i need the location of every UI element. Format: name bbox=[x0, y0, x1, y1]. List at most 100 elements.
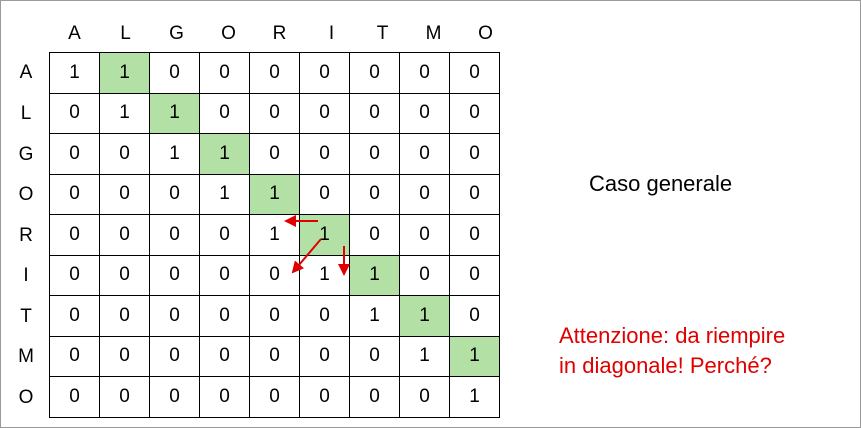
matrix-cell: 0 bbox=[449, 133, 500, 175]
matrix-row: 0 0 0 0 0 0 0 0 1 bbox=[49, 376, 500, 418]
matrix-cell: 0 bbox=[349, 133, 400, 175]
row-label: O bbox=[18, 387, 34, 408]
column-label: L bbox=[120, 23, 131, 44]
matrix-cell: 0 bbox=[449, 295, 500, 337]
matrix-cell: 0 bbox=[199, 376, 250, 418]
matrix-cell: 1 bbox=[99, 92, 150, 134]
matrix-cell: 1 bbox=[299, 254, 350, 296]
column-label: A bbox=[68, 23, 81, 44]
matrix-cell: 0 bbox=[349, 335, 400, 377]
matrix-cell-highlighted: 1 bbox=[399, 295, 450, 337]
matrix-cell: 0 bbox=[49, 214, 100, 256]
matrix-cell: 0 bbox=[249, 376, 300, 418]
note: Attenzione: da riempire in diagonale! Pe… bbox=[559, 321, 785, 381]
row-label: I bbox=[23, 265, 29, 286]
matrix-cell: 0 bbox=[99, 254, 150, 296]
matrix-row: 0 0 0 0 0 1 1 0 0 bbox=[49, 254, 500, 296]
matrix-cell: 0 bbox=[199, 295, 250, 337]
matrix-cell-highlighted: 1 bbox=[199, 133, 250, 175]
note-line: Attenzione: da riempire bbox=[559, 323, 786, 348]
matrix-row: 0 0 0 1 1 0 0 0 0 bbox=[49, 173, 500, 215]
column-label: G bbox=[169, 23, 184, 44]
matrix-row: 0 0 0 0 1 1 0 0 0 bbox=[49, 214, 500, 256]
matrix-row: 0 1 1 0 0 0 0 0 0 bbox=[49, 92, 500, 134]
matrix-cell: 0 bbox=[449, 214, 500, 256]
matrix-cell: 0 bbox=[349, 173, 400, 215]
matrix-cell: 0 bbox=[299, 92, 350, 134]
matrix-cell: 1 bbox=[49, 52, 100, 94]
caption: Caso generale bbox=[589, 171, 733, 196]
matrix-cell: 0 bbox=[399, 133, 450, 175]
matrix-cell: 0 bbox=[399, 254, 450, 296]
matrix-cell: 1 bbox=[349, 295, 400, 337]
matrix-cell-highlighted: 1 bbox=[99, 52, 150, 94]
matrix-cell: 0 bbox=[249, 52, 300, 94]
matrix-cell-highlighted: 1 bbox=[349, 254, 400, 296]
matrix-cell: 0 bbox=[99, 376, 150, 418]
matrix-cell: 0 bbox=[449, 173, 500, 215]
matrix-cell-highlighted: 1 bbox=[299, 214, 350, 256]
matrix-cell: 0 bbox=[49, 92, 100, 134]
row-label: O bbox=[18, 184, 34, 205]
matrix-cell: 0 bbox=[149, 335, 200, 377]
matrix-cell: 0 bbox=[349, 92, 400, 134]
matrix-cell: 0 bbox=[299, 335, 350, 377]
matrix-cell: 0 bbox=[49, 335, 100, 377]
matrix-cell: 0 bbox=[349, 214, 400, 256]
matrix-row: 0 0 0 0 0 0 0 1 1 bbox=[49, 335, 500, 377]
matrix-cell: 0 bbox=[399, 376, 450, 418]
matrix-cell: 0 bbox=[199, 254, 250, 296]
matrix-cell: 0 bbox=[99, 335, 150, 377]
matrix-cell: 0 bbox=[149, 376, 200, 418]
matrix-cell: 0 bbox=[249, 92, 300, 134]
matrix-cell: 0 bbox=[99, 214, 150, 256]
matrix-cell: 0 bbox=[199, 52, 250, 94]
matrix-cell: 0 bbox=[49, 254, 100, 296]
row-label: G bbox=[18, 144, 34, 165]
matrix-cell: 0 bbox=[149, 254, 200, 296]
matrix-cell: 0 bbox=[249, 254, 300, 296]
matrix-cell: 0 bbox=[199, 214, 250, 256]
matrix-cell: 0 bbox=[49, 173, 100, 215]
matrix-cell: 0 bbox=[49, 376, 100, 418]
row-label: T bbox=[20, 306, 32, 327]
row-label: R bbox=[19, 225, 33, 246]
column-label: M bbox=[425, 23, 442, 44]
note-line: in diagonale! Perché? bbox=[559, 353, 772, 378]
matrix-cell: 0 bbox=[299, 133, 350, 175]
lcs-matrix: 1 1 0 0 0 0 0 0 0 0 1 1 0 0 0 0 0 0 0 0 … bbox=[49, 52, 500, 418]
matrix-cell-highlighted: 1 bbox=[449, 335, 500, 377]
row-label: A bbox=[19, 62, 33, 83]
matrix-cell: 0 bbox=[299, 295, 350, 337]
matrix-row: 0 0 1 1 0 0 0 0 0 bbox=[49, 133, 500, 175]
matrix-cell: 0 bbox=[99, 173, 150, 215]
column-label: I bbox=[328, 23, 335, 44]
matrix-cell: 0 bbox=[249, 295, 300, 337]
column-label: R bbox=[272, 23, 287, 44]
matrix-cell: 0 bbox=[99, 295, 150, 337]
matrix-cell: 0 bbox=[399, 173, 450, 215]
column-label: T bbox=[376, 23, 389, 44]
matrix-cell: 0 bbox=[399, 214, 450, 256]
matrix-cell: 0 bbox=[149, 52, 200, 94]
matrix-cell: 0 bbox=[399, 52, 450, 94]
row-label: M bbox=[18, 346, 34, 367]
matrix-cell: 0 bbox=[449, 254, 500, 296]
matrix-cell: 0 bbox=[299, 52, 350, 94]
matrix-cell: 0 bbox=[149, 214, 200, 256]
matrix-cell: 1 bbox=[249, 214, 300, 256]
matrix-cell: 0 bbox=[49, 295, 100, 337]
matrix-cell: 0 bbox=[149, 173, 200, 215]
matrix-cell: 0 bbox=[449, 52, 500, 94]
matrix-cell: 0 bbox=[449, 92, 500, 134]
matrix-cell: 0 bbox=[199, 335, 250, 377]
matrix-cell: 0 bbox=[299, 376, 350, 418]
matrix-cell: 0 bbox=[249, 133, 300, 175]
matrix-cell: 0 bbox=[99, 133, 150, 175]
matrix-cell: 0 bbox=[199, 92, 250, 134]
matrix-cell: 0 bbox=[399, 92, 450, 134]
matrix-cell: 1 bbox=[149, 133, 200, 175]
matrix-cell: 1 bbox=[399, 335, 450, 377]
matrix-cell: 0 bbox=[299, 173, 350, 215]
